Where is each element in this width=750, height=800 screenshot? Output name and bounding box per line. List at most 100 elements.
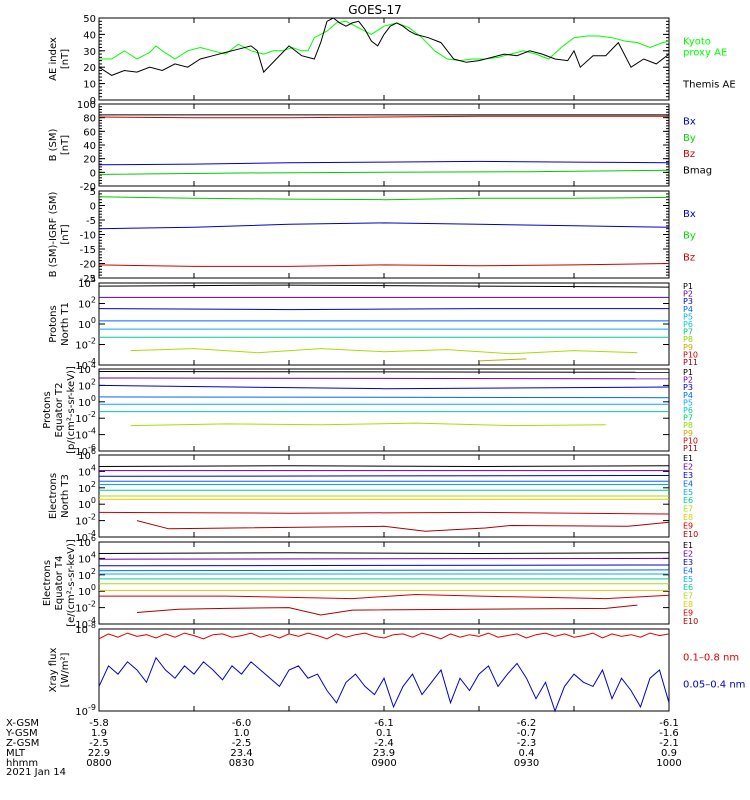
series-line-p9 — [478, 358, 527, 362]
y-axis-label: [p/(cm²-s-sr-keV)] — [66, 366, 77, 454]
legend-label: P8 — [683, 335, 693, 344]
legend-label: P5 — [683, 398, 693, 407]
legend-label: Themis AE — [682, 80, 736, 91]
legend-label: 0.1–0.8 nm — [683, 652, 739, 663]
legend-label: E4 — [683, 566, 693, 575]
y-tick-label: -15 — [80, 245, 96, 256]
legend-label: Bz — [683, 252, 695, 263]
x-row-value: 0.9 — [661, 748, 677, 759]
legend-label: P1 — [683, 282, 693, 291]
y-axis-label: Equator T2 — [54, 383, 65, 438]
legend-label: E2 — [683, 549, 693, 558]
legend-label: E10 — [683, 530, 698, 539]
y-tick-label: 10-2 — [75, 410, 96, 425]
y-tick-label: 10-2 — [75, 337, 96, 352]
x-row-label: MLT — [6, 748, 26, 759]
date-label: 2021 Jan 14 — [6, 767, 66, 778]
y-tick-label: 104 — [78, 275, 96, 290]
series-line-e3 — [98, 564, 670, 567]
y-tick-label: 106 — [78, 447, 96, 462]
y-tick-label: 100 — [78, 583, 96, 598]
legend-label: P11 — [683, 444, 698, 453]
y-tick-label: 10-9 — [75, 703, 96, 718]
series-line-e10 — [136, 604, 638, 616]
y-tick-label: 10-4 — [75, 357, 96, 372]
series-line-bz — [98, 115, 669, 119]
legend-label: P3 — [683, 297, 693, 306]
series-line-by — [98, 169, 670, 175]
y-tick-label: 102 — [78, 296, 96, 311]
legend-label: 0.05–0.4 nm — [683, 680, 745, 691]
legend-label: P6 — [683, 320, 693, 329]
x-row-value: 23.9 — [373, 748, 395, 759]
y-tick-label: 0 — [90, 96, 96, 107]
y-axis-label: B (SM) — [48, 128, 59, 161]
series-line-by — [98, 196, 670, 201]
legend-label: E7 — [683, 592, 693, 601]
x-row-value: -0.7 — [517, 728, 537, 739]
legend-label: P4 — [683, 391, 693, 400]
y-tick-label: 0 — [90, 168, 96, 179]
y-tick-label: 10-8 — [75, 621, 96, 636]
y-axis-label: [nT] — [60, 135, 71, 155]
legend-label: E8 — [683, 513, 693, 522]
y-tick-label: -20 — [80, 260, 96, 271]
x-row-value: -2.5 — [232, 738, 252, 749]
x-row-value: 0800 — [86, 758, 111, 769]
y-tick-label: 30 — [83, 47, 96, 58]
y-axis-label: AE index — [48, 37, 59, 81]
y-axis-label: Electrons — [42, 560, 53, 606]
series-line-e10 — [136, 520, 670, 532]
x-row-label: X-GSM — [6, 718, 39, 729]
y-axis-label: [nT] — [60, 224, 71, 244]
legend-label: E3 — [683, 471, 693, 480]
x-row-value: -6.0 — [232, 718, 252, 729]
series-line-themis-ae — [98, 17, 670, 76]
y-axis-label: [W/m²] — [60, 652, 71, 687]
panel-frame — [98, 628, 670, 712]
x-row-value: 0.1 — [376, 728, 392, 739]
x-row-value: -6.1 — [659, 718, 679, 729]
y-tick-label: 20 — [83, 155, 96, 166]
y-axis-label: Protons — [48, 305, 59, 342]
series-line-p1 — [98, 371, 670, 373]
y-tick-label: 102 — [78, 567, 96, 582]
y-tick-label: -5 — [86, 216, 96, 227]
panel-frame — [98, 541, 670, 625]
x-row-value: 1.0 — [234, 728, 250, 739]
y-axis-label: [nT] — [60, 49, 71, 69]
y-axis-label: North T3 — [60, 474, 71, 518]
legend-label: P1 — [683, 368, 693, 377]
panel-frame — [98, 17, 670, 101]
legend-label: E6 — [683, 496, 693, 505]
y-tick-label: 100 — [78, 394, 96, 409]
panel-frame — [98, 282, 670, 366]
legend-label: E5 — [683, 575, 693, 584]
y-tick-label: 104 — [78, 463, 96, 478]
legend-label: P9 — [683, 429, 693, 438]
x-row-value: 0930 — [514, 758, 539, 769]
series-line-p4 — [98, 396, 670, 399]
legend-label: P6 — [683, 406, 693, 415]
legend-label: P3 — [683, 383, 693, 392]
y-axis-label: North T1 — [60, 302, 71, 346]
x-row-value: -6.2 — [517, 718, 537, 729]
legend-label: Bz — [683, 149, 695, 160]
panel-2: -25 -20 -15 -10 -5 0 5 B (SM)-IGRF (SM) [nT] Bx By… — [48, 187, 696, 285]
legend-label: E1 — [683, 454, 693, 463]
legend-label: By — [683, 133, 696, 144]
y-axis-label: [e/(cm²-s-sr-keV)] — [66, 539, 77, 627]
legend-label: Bmag — [683, 166, 712, 177]
legend-label: E6 — [683, 583, 693, 592]
x-row-value: -2.5 — [89, 738, 109, 749]
y-axis-label: Equator T4 — [54, 556, 65, 611]
y-tick-label: -20 — [80, 182, 96, 193]
legend-label: Bx — [683, 116, 696, 127]
x-row-value: 22.9 — [88, 748, 110, 759]
series-line-e2 — [98, 557, 670, 560]
y-tick-label: 10-2 — [75, 600, 96, 615]
